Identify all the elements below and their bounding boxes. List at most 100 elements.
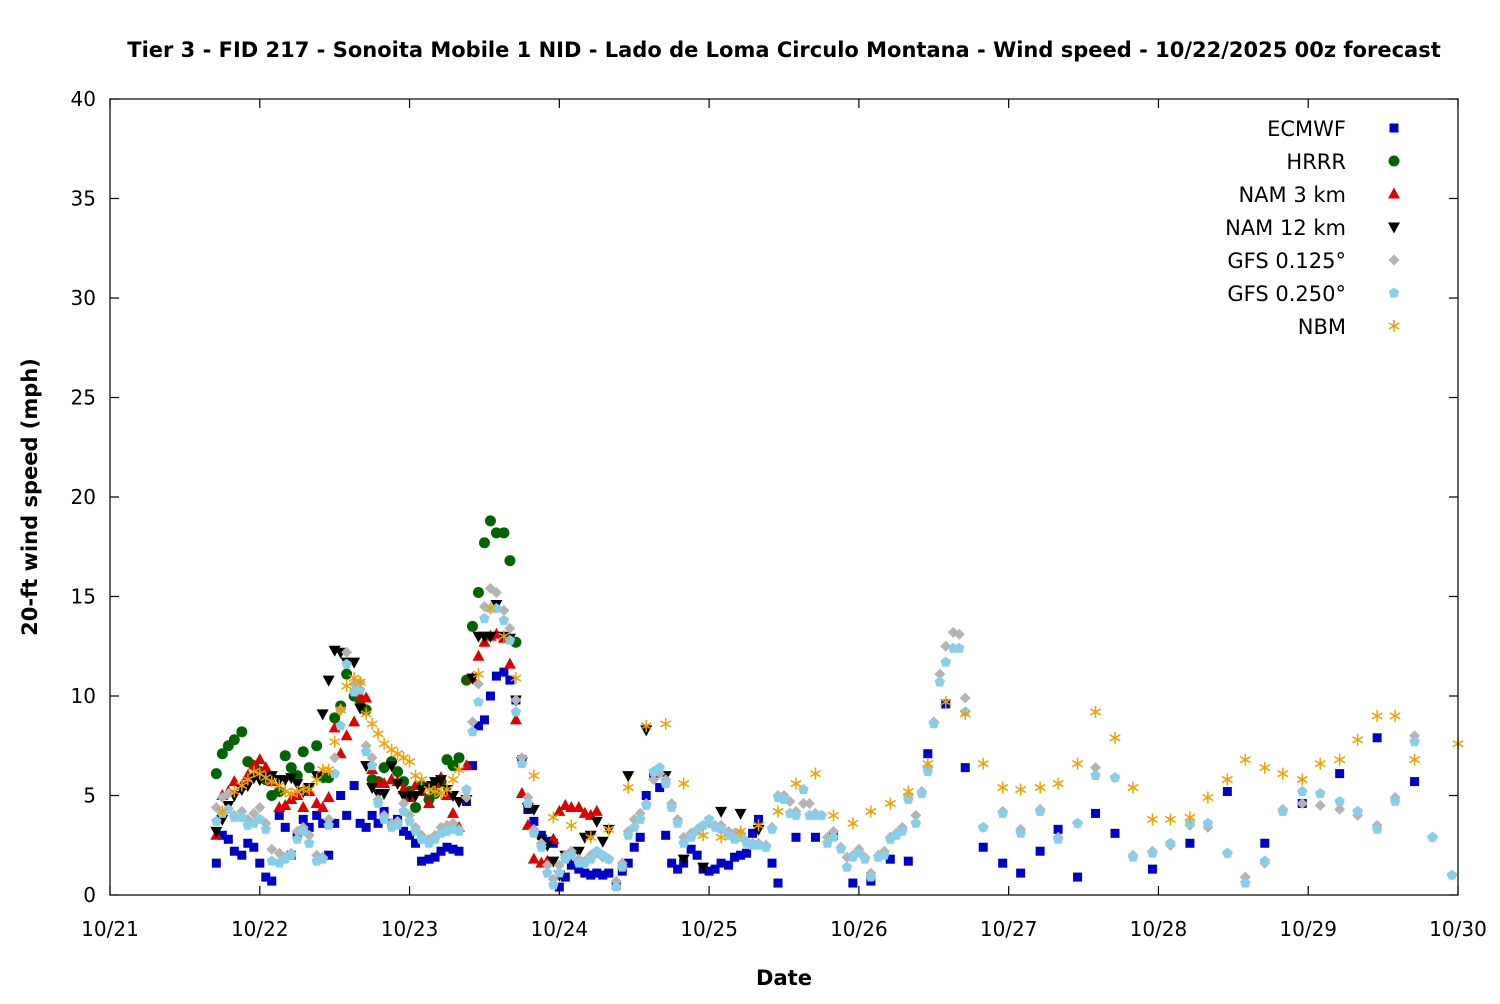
data-point xyxy=(1240,877,1251,888)
data-point xyxy=(354,684,366,695)
data-point xyxy=(248,807,260,819)
data-point xyxy=(585,831,597,844)
data-point xyxy=(922,757,934,770)
data-point xyxy=(734,808,747,820)
data-point xyxy=(1297,786,1308,796)
data-point xyxy=(959,692,971,704)
y-tick-label: 10 xyxy=(71,684,96,708)
data-point xyxy=(297,746,309,758)
data-point xyxy=(1090,770,1101,781)
data-point xyxy=(724,860,734,870)
data-point xyxy=(303,783,315,796)
data-point xyxy=(341,646,353,658)
data-point xyxy=(291,833,303,844)
data-point xyxy=(266,843,278,855)
data-point xyxy=(417,856,427,866)
data-point xyxy=(322,675,335,687)
data-point xyxy=(436,846,446,856)
data-point xyxy=(998,858,1008,868)
data-point xyxy=(897,825,908,836)
data-point xyxy=(1389,795,1401,806)
data-point xyxy=(484,515,496,527)
data-point xyxy=(1147,864,1157,874)
data-point xyxy=(490,587,502,599)
data-point xyxy=(767,858,777,868)
legend-item: NAM 12 km xyxy=(1225,216,1400,240)
data-point xyxy=(1296,773,1308,786)
data-point xyxy=(460,791,472,803)
data-point xyxy=(959,707,971,720)
data-point xyxy=(678,837,689,848)
data-point xyxy=(603,823,615,836)
data-point xyxy=(553,804,566,816)
data-point xyxy=(678,777,690,790)
data-point xyxy=(222,788,234,800)
data-point xyxy=(566,849,577,860)
data-point xyxy=(916,788,928,798)
data-point xyxy=(336,791,346,800)
data-point xyxy=(310,796,323,808)
data-point xyxy=(528,769,540,782)
data-point xyxy=(366,760,378,771)
data-point xyxy=(236,811,248,822)
data-point xyxy=(885,854,895,864)
data-point xyxy=(291,779,304,791)
data-point xyxy=(1053,824,1063,834)
data-point xyxy=(736,850,746,860)
data-point xyxy=(622,771,635,783)
data-point xyxy=(392,766,404,778)
data-point xyxy=(473,696,484,707)
data-point xyxy=(415,773,428,786)
data-point xyxy=(586,870,596,880)
data-point xyxy=(447,773,459,786)
data-point xyxy=(704,866,714,876)
axes: 0 5 10 15 20 25 30 35 40 10/21 10/22 10/23 10/24 10/2… xyxy=(71,87,1487,941)
data-point xyxy=(1260,838,1270,848)
data-point xyxy=(285,762,297,774)
data-point xyxy=(977,821,989,832)
data-point xyxy=(1165,837,1176,848)
data-point xyxy=(304,822,314,832)
data-point xyxy=(453,752,465,764)
data-point xyxy=(249,842,259,852)
data-point xyxy=(404,815,415,826)
data-point xyxy=(760,841,772,852)
x-tick-label: 10/27 xyxy=(980,917,1038,941)
data-point xyxy=(1127,781,1139,794)
data-point xyxy=(1091,808,1101,818)
data-point xyxy=(472,649,485,661)
data-point xyxy=(629,842,639,852)
data-point xyxy=(348,715,361,727)
data-point xyxy=(398,797,410,809)
data-point xyxy=(902,785,914,798)
data-point xyxy=(827,809,840,822)
data-point xyxy=(1052,777,1064,790)
data-point xyxy=(997,807,1008,818)
data-point xyxy=(429,785,441,798)
data-point xyxy=(423,783,435,796)
data-point xyxy=(452,796,465,808)
data-point xyxy=(572,846,585,858)
data-point xyxy=(1259,855,1271,866)
data-point xyxy=(466,716,478,728)
data-point xyxy=(661,830,671,840)
data-point xyxy=(280,822,290,832)
data-point xyxy=(479,612,490,623)
data-point xyxy=(453,825,465,836)
data-point xyxy=(628,821,640,832)
data-point xyxy=(303,762,315,774)
data-point xyxy=(279,798,292,810)
data-point xyxy=(715,831,727,844)
data-point xyxy=(617,861,628,872)
data-point xyxy=(640,799,652,810)
data-point xyxy=(378,813,390,824)
data-point xyxy=(385,761,398,773)
data-point xyxy=(1222,787,1232,797)
data-point xyxy=(504,555,516,567)
data-point xyxy=(279,785,291,798)
data-point xyxy=(791,832,801,842)
data-point xyxy=(716,858,726,868)
y-tick-label: 30 xyxy=(71,286,96,310)
data-point xyxy=(954,642,965,653)
data-point xyxy=(1146,813,1159,826)
